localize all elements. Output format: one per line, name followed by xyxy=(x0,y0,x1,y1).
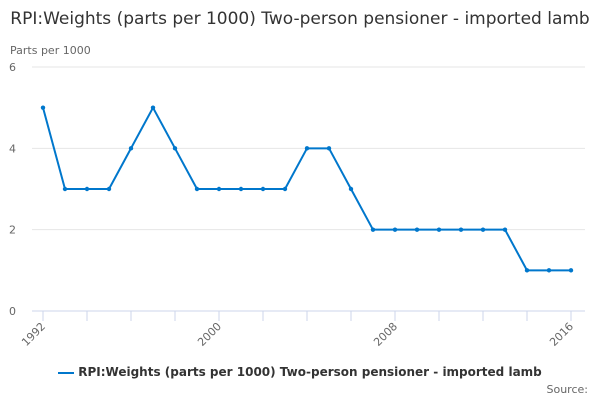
data-point xyxy=(524,268,530,273)
data-point xyxy=(480,227,486,232)
data-point xyxy=(326,146,332,151)
legend-label: RPI:Weights (parts per 1000) Two-person … xyxy=(78,365,542,379)
data-point xyxy=(546,268,552,273)
series-line xyxy=(42,105,571,272)
source-label: Source: xyxy=(546,383,589,396)
data-point xyxy=(194,186,200,192)
data-point xyxy=(414,227,420,232)
data-point xyxy=(238,186,244,192)
data-point xyxy=(216,186,222,192)
data-point xyxy=(128,146,134,151)
data-point xyxy=(370,227,376,232)
y-tick-label: 2 xyxy=(9,224,16,237)
data-point xyxy=(150,105,156,110)
legend-swatch xyxy=(58,371,75,374)
y-axis-label: Parts per 1000 xyxy=(10,44,91,57)
x-tick-label: 2000 xyxy=(195,320,224,349)
chart-title: RPI:Weights (parts per 1000) Two-person … xyxy=(10,9,590,29)
y-tick-label: 0 xyxy=(9,305,16,318)
data-point xyxy=(40,105,46,110)
data-point xyxy=(304,146,310,151)
x-tick-label: 2008 xyxy=(371,320,400,349)
data-point xyxy=(62,186,68,192)
data-point xyxy=(172,146,178,151)
data-point xyxy=(436,227,442,232)
data-point xyxy=(106,186,112,192)
x-tick-label: 1992 xyxy=(19,320,48,349)
data-point xyxy=(84,186,90,192)
y-tick-label: 6 xyxy=(9,61,16,74)
data-point xyxy=(502,227,508,232)
data-point xyxy=(282,186,288,192)
data-point xyxy=(260,186,266,192)
data-point xyxy=(458,227,464,232)
data-point xyxy=(568,268,574,273)
y-tick-label: 4 xyxy=(9,142,16,155)
x-tick-label: 2016 xyxy=(547,320,576,349)
legend-item[interactable]: RPI:Weights (parts per 1000) Two-person … xyxy=(0,365,600,379)
data-point xyxy=(392,227,398,232)
data-point xyxy=(348,186,354,192)
